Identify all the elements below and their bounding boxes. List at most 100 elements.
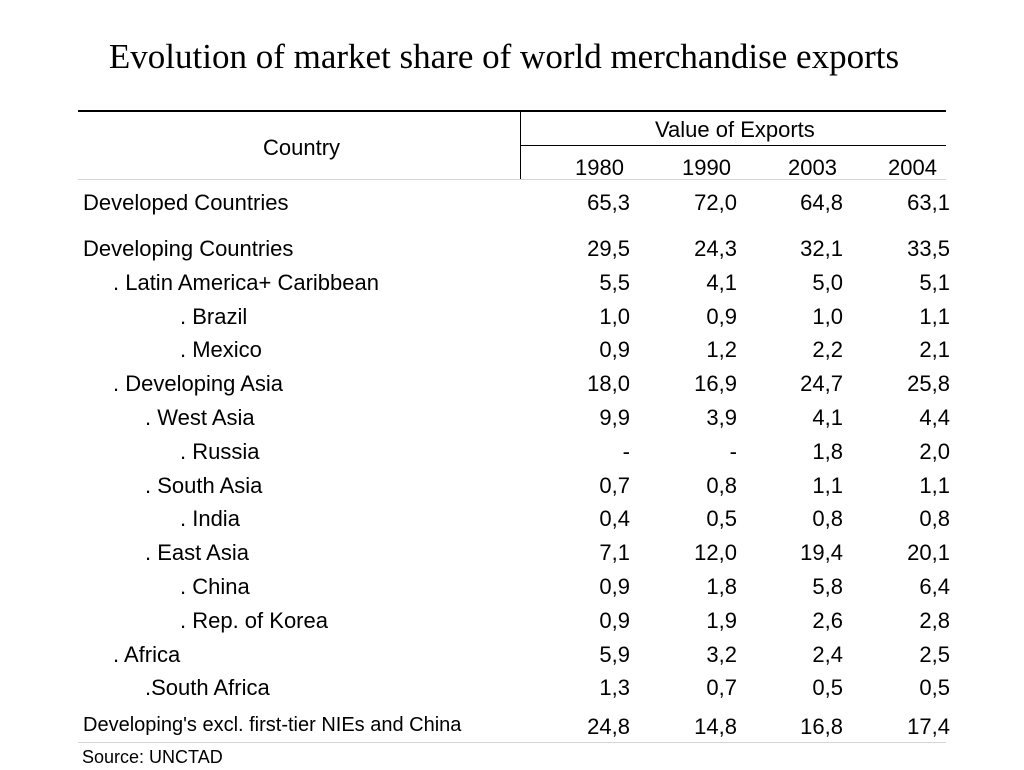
cell-2003: 5,0 — [812, 270, 843, 295]
row-label: . Russia — [180, 439, 260, 464]
cell-1980: 0,4 — [599, 506, 630, 531]
cell-2004: 17,4 — [907, 714, 950, 739]
year-header-2003: 2003 — [788, 155, 837, 180]
cell-2004: 6,4 — [919, 574, 950, 599]
year-header-2004: 2004 — [888, 155, 937, 180]
cell-1980: 24,8 — [587, 714, 630, 739]
year-header-1990: 1990 — [682, 155, 731, 180]
table-row: . West Asia 9,9 3,9 4,1 4,4 — [0, 401, 1024, 435]
cell-1990: 0,9 — [706, 304, 737, 329]
cell-2004: 2,1 — [919, 337, 950, 362]
cell-1980: 29,5 — [587, 236, 630, 261]
country-header: Country — [263, 135, 341, 160]
table-row: Developed Countries 65,3 72,0 64,8 63,1 — [0, 186, 1024, 220]
cell-2003: 24,7 — [800, 371, 843, 396]
cell-1990: 0,7 — [706, 675, 737, 700]
cell-2003: 64,8 — [800, 190, 843, 215]
cell-2003: 16,8 — [800, 714, 843, 739]
cell-2003: 2,6 — [812, 608, 843, 633]
cell-2003: 1,8 — [812, 439, 843, 464]
cell-1990: - — [729, 439, 737, 464]
cell-1980: 7,1 — [599, 540, 630, 565]
cell-1990: 72,0 — [694, 190, 737, 215]
cell-2004: 1,1 — [919, 304, 950, 329]
row-label: Developing's excl. first-tier NIEs and C… — [83, 714, 462, 736]
row-label: . South Asia — [145, 473, 263, 498]
cell-2003: 2,2 — [812, 337, 843, 362]
cell-2004: 20,1 — [907, 540, 950, 565]
row-label: . West Asia — [145, 405, 255, 430]
row-label: . Latin America+ Caribbean — [113, 270, 379, 295]
cell-2003: 0,5 — [812, 675, 843, 700]
cell-2003: 4,1 — [812, 405, 843, 430]
cell-2004: 0,5 — [919, 675, 950, 700]
table-row: . Russia - - 1,8 2,0 — [0, 435, 1024, 469]
cell-1980: 0,9 — [599, 337, 630, 362]
value-of-exports-header: Value of Exports — [655, 117, 815, 142]
cell-2004: 33,5 — [907, 236, 950, 261]
cell-1980: 0,9 — [599, 608, 630, 633]
table-bottom-rule — [78, 742, 946, 743]
cell-1980: 18,0 — [587, 371, 630, 396]
table-row: . Mexico 0,9 1,2 2,2 2,1 — [0, 333, 1024, 367]
page-title: Evolution of market share of world merch… — [108, 37, 900, 76]
cell-2004: 2,5 — [919, 642, 950, 667]
table-row: . Brazil 1,0 0,9 1,0 1,1 — [0, 300, 1024, 334]
cell-1990: 3,2 — [706, 642, 737, 667]
cell-2004: 2,8 — [919, 608, 950, 633]
row-label: . Africa — [113, 642, 181, 667]
cell-2004: 4,4 — [919, 405, 950, 430]
cell-1990: 24,3 — [694, 236, 737, 261]
year-header-1980: 1980 — [575, 155, 624, 180]
cell-2003: 1,1 — [812, 473, 843, 498]
row-label: . Brazil — [180, 304, 248, 329]
row-label: Developed Countries — [83, 190, 289, 215]
header-bottom-rule — [78, 179, 946, 180]
header-divider — [520, 111, 521, 180]
cell-2004: 63,1 — [907, 190, 950, 215]
cell-1990: 1,2 — [706, 337, 737, 362]
cell-2003: 5,8 — [812, 574, 843, 599]
header-mid-rule — [520, 145, 946, 146]
cell-2003: 19,4 — [800, 540, 843, 565]
cell-1990: 1,8 — [706, 574, 737, 599]
cell-1990: 14,8 — [694, 714, 737, 739]
cell-1990: 16,9 — [694, 371, 737, 396]
cell-1980: 0,9 — [599, 574, 630, 599]
cell-1990: 1,9 — [706, 608, 737, 633]
table-row: . Latin America+ Caribbean 5,5 4,1 5,0 5… — [0, 266, 1024, 300]
cell-2003: 1,0 — [812, 304, 843, 329]
cell-1980: 5,9 — [599, 642, 630, 667]
row-label: .South Africa — [145, 675, 270, 700]
cell-2004: 2,0 — [919, 439, 950, 464]
source-note: Source: UNCTAD — [82, 747, 223, 767]
table-row: Developing Countries 29,5 24,3 32,1 33,5 — [0, 232, 1024, 266]
cell-2004: 1,1 — [919, 473, 950, 498]
cell-1980: 5,5 — [599, 270, 630, 295]
cell-1980: 0,7 — [599, 473, 630, 498]
row-label: . Rep. of Korea — [180, 608, 328, 633]
table-row: . Developing Asia 18,0 16,9 24,7 25,8 — [0, 367, 1024, 401]
row-label: . East Asia — [145, 540, 249, 565]
row-label: . India — [180, 506, 240, 531]
cell-1980: 1,0 — [599, 304, 630, 329]
cell-1990: 0,5 — [706, 506, 737, 531]
cell-1980: 1,3 — [599, 675, 630, 700]
cell-1990: 3,9 — [706, 405, 737, 430]
cell-1990: 4,1 — [706, 270, 737, 295]
row-label: Developing Countries — [83, 236, 294, 261]
cell-2003: 2,4 — [812, 642, 843, 667]
cell-2003: 32,1 — [800, 236, 843, 261]
table-row: . China 0,9 1,8 5,8 6,4 — [0, 570, 1024, 604]
table-row: . Rep. of Korea 0,9 1,9 2,6 2,8 — [0, 604, 1024, 638]
table-row: . South Asia 0,7 0,8 1,1 1,1 — [0, 469, 1024, 503]
table-row: .South Africa 1,3 0,7 0,5 0,5 — [0, 671, 1024, 705]
cell-1990: 0,8 — [706, 473, 737, 498]
cell-1980: 65,3 — [587, 190, 630, 215]
table-row: . Africa 5,9 3,2 2,4 2,5 — [0, 638, 1024, 672]
cell-2004: 5,1 — [919, 270, 950, 295]
table-row: Developing's excl. first-tier NIEs and C… — [0, 710, 1024, 744]
cell-1980: 9,9 — [599, 405, 630, 430]
cell-1990: 12,0 — [694, 540, 737, 565]
table-row: . India 0,4 0,5 0,8 0,8 — [0, 502, 1024, 536]
